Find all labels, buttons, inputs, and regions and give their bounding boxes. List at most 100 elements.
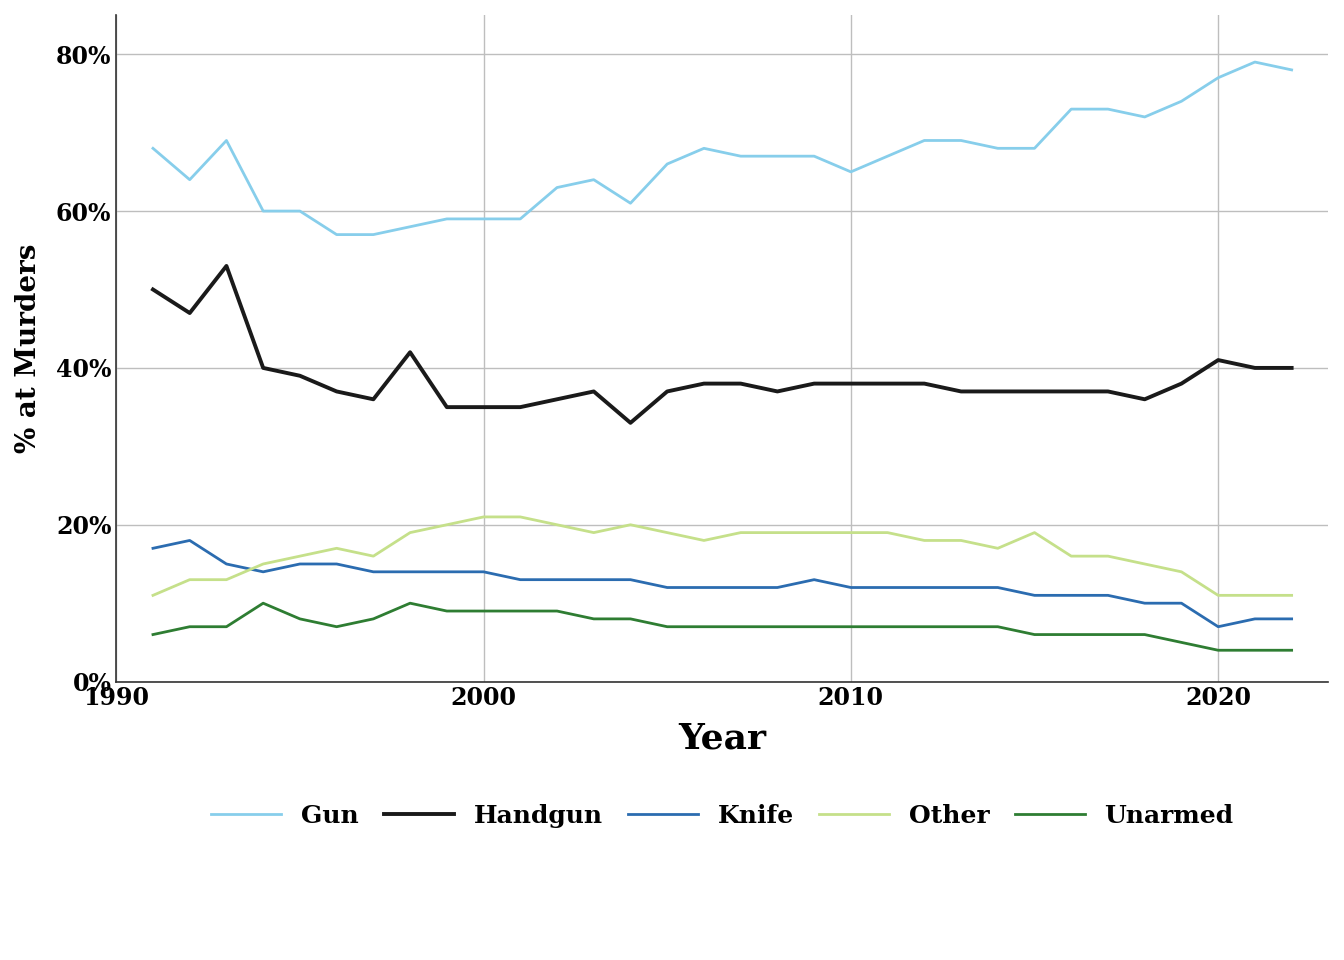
Gun (953, 134, 969, 146)
Handgun (1173, 378, 1189, 390)
Knife (953, 582, 969, 593)
Unarmed (879, 621, 895, 633)
Gun (989, 143, 1005, 155)
Unarmed (696, 621, 712, 633)
Handgun (917, 378, 933, 390)
Gun (1027, 143, 1043, 155)
Other (732, 527, 749, 539)
Handgun (769, 386, 785, 397)
Unarmed (145, 629, 161, 640)
Other (1173, 566, 1189, 578)
Handgun (402, 347, 418, 358)
Unarmed (548, 605, 564, 616)
Gun (328, 228, 344, 240)
Handgun (1063, 386, 1079, 397)
Gun (769, 151, 785, 162)
Gun (843, 166, 859, 178)
Other (548, 519, 564, 531)
Handgun (843, 378, 859, 390)
Knife (328, 558, 344, 569)
Other (843, 527, 859, 539)
Knife (806, 574, 823, 586)
Handgun (366, 394, 382, 405)
Knife (769, 582, 785, 593)
Other (696, 535, 712, 546)
Other (769, 527, 785, 539)
Handgun (476, 401, 492, 413)
Gun (732, 151, 749, 162)
Knife (292, 558, 308, 569)
Knife (1099, 589, 1116, 601)
Handgun (438, 401, 454, 413)
Handgun (879, 378, 895, 390)
Unarmed (1210, 644, 1226, 656)
Other (145, 589, 161, 601)
Other (1210, 589, 1226, 601)
Handgun (659, 386, 675, 397)
Unarmed (218, 621, 234, 633)
Knife (696, 582, 712, 593)
Knife (1284, 613, 1300, 625)
Gun (696, 143, 712, 155)
Other (1063, 550, 1079, 562)
Gun (879, 151, 895, 162)
Unarmed (806, 621, 823, 633)
Gun (1210, 72, 1226, 84)
Gun (1137, 111, 1153, 123)
Unarmed (1247, 644, 1263, 656)
Unarmed (476, 605, 492, 616)
Gun (806, 151, 823, 162)
Knife (512, 574, 528, 586)
Handgun (953, 386, 969, 397)
Knife (1137, 597, 1153, 609)
Knife (438, 566, 454, 578)
Handgun (181, 307, 198, 319)
Knife (255, 566, 271, 578)
X-axis label: Year: Year (679, 722, 766, 756)
Gun (548, 181, 564, 193)
Handgun (1284, 362, 1300, 373)
Gun (292, 205, 308, 217)
Other (1099, 550, 1116, 562)
Handgun (145, 284, 161, 296)
Handgun (1210, 354, 1226, 366)
Unarmed (586, 613, 602, 625)
Gun (1173, 95, 1189, 107)
Other (438, 519, 454, 531)
Unarmed (1173, 636, 1189, 648)
Knife (218, 558, 234, 569)
Line: Knife: Knife (153, 540, 1292, 627)
Unarmed (512, 605, 528, 616)
Knife (145, 542, 161, 554)
Unarmed (1027, 629, 1043, 640)
Knife (732, 582, 749, 593)
Gun (917, 134, 933, 146)
Gun (622, 198, 638, 209)
Knife (1210, 621, 1226, 633)
Knife (366, 566, 382, 578)
Gun (586, 174, 602, 185)
Gun (255, 205, 271, 217)
Handgun (806, 378, 823, 390)
Handgun (586, 386, 602, 397)
Knife (659, 582, 675, 593)
Other (328, 542, 344, 554)
Line: Unarmed: Unarmed (153, 603, 1292, 650)
Unarmed (1284, 644, 1300, 656)
Unarmed (659, 621, 675, 633)
Other (1137, 558, 1153, 569)
Knife (879, 582, 895, 593)
Other (1284, 589, 1300, 601)
Knife (1063, 589, 1079, 601)
Gun (1099, 104, 1116, 115)
Handgun (622, 417, 638, 428)
Other (1027, 527, 1043, 539)
Knife (586, 574, 602, 586)
Other (879, 527, 895, 539)
Unarmed (917, 621, 933, 633)
Knife (476, 566, 492, 578)
Knife (1173, 597, 1189, 609)
Handgun (1137, 394, 1153, 405)
Other (917, 535, 933, 546)
Line: Handgun: Handgun (153, 266, 1292, 422)
